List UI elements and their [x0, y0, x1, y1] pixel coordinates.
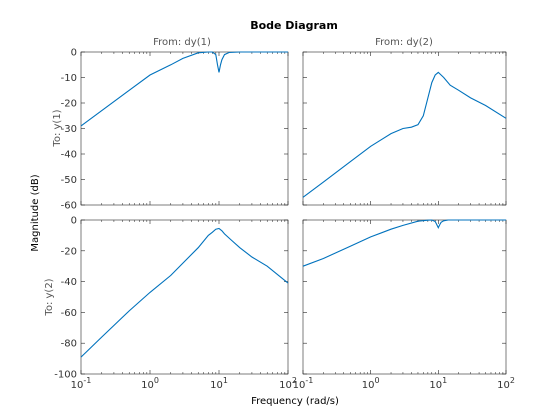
y-tick-label-r1-c1-4: -20: [61, 99, 77, 110]
x-tick-label-r2-c1-1: 100: [141, 376, 159, 391]
panel-frame-r1-c1: [80, 51, 289, 206]
magnitude-line-r2-c1: [80, 227, 289, 358]
y-tick-label-r2-c1-1: -80: [61, 339, 77, 350]
x-tick-label-r2-c1-3: 102: [279, 376, 297, 391]
magnitude-line-r2-c2: [302, 219, 506, 267]
panel-frame-r2-c1: [80, 219, 289, 375]
y-tick-label-r1-c1-5: -10: [61, 73, 77, 84]
y-tick-label-r2-c1-5: 0: [71, 216, 77, 227]
row-label-2: To: y(2): [44, 278, 55, 316]
magnitude-line-r1-c1: [80, 51, 288, 127]
y-tick-label-r1-c1-1: -50: [61, 175, 77, 186]
column-label-1: From: dy(1): [153, 37, 211, 48]
x-axis-label: Frequency (rad/s): [251, 396, 339, 407]
x-tick-label-r2-c1-2: 101: [210, 376, 228, 391]
x-tick-label-r2-c2-2: 101: [429, 376, 447, 391]
y-tick-label-r2-c1-0: -100: [54, 370, 77, 381]
row-label-1: To: y(1): [52, 109, 63, 147]
x-tick-label-r2-c1-0: 10-1: [71, 376, 92, 391]
y-tick-label-r2-c1-4: -20: [61, 246, 77, 257]
chart-title: Bode Diagram: [250, 19, 338, 32]
y-tick-label-r1-c1-2: -40: [61, 150, 77, 161]
y-tick-label-r1-c1-3: -30: [61, 124, 77, 135]
panel-frame-r2-c2: [302, 219, 507, 375]
y-tick-label-r1-c1-6: 0: [71, 48, 77, 59]
magnitude-line-r1-c2: [302, 71, 507, 198]
x-tick-label-r2-c2-1: 100: [362, 376, 380, 391]
y-tick-label-r2-c1-2: -60: [61, 308, 77, 319]
y-tick-label-r2-c1-3: -40: [61, 277, 77, 288]
y-tick-label-r1-c1-0: -60: [61, 201, 77, 212]
y-axis-label: Magnitude (dB): [30, 174, 41, 251]
x-tick-label-r2-c2-0: 10-1: [293, 376, 314, 391]
column-label-2: From: dy(2): [375, 37, 433, 48]
x-tick-label-r2-c2-3: 102: [497, 376, 515, 391]
